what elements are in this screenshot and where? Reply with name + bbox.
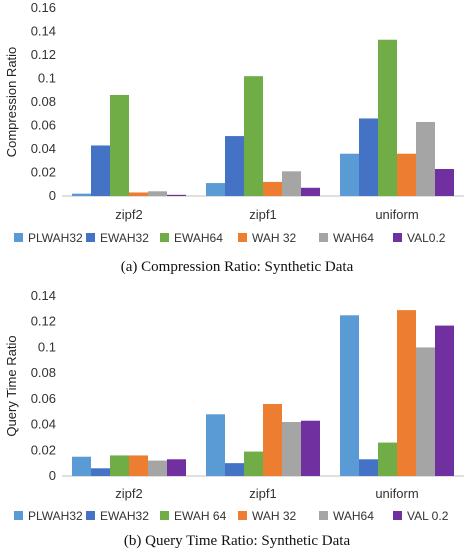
y-tick-label: 0.08 — [31, 94, 56, 109]
y-tick-label: 0.1 — [38, 339, 56, 354]
legend-label: PLWAH32 — [28, 231, 83, 245]
legend-swatch — [238, 511, 247, 520]
legend-swatch — [393, 511, 402, 520]
y-tick-label: 0.14 — [31, 24, 56, 39]
legend-swatch — [86, 511, 95, 520]
x-category-label: uniform — [375, 486, 418, 501]
y-tick-label: 0.08 — [31, 365, 56, 380]
y-axis-title: Query Time Ratio — [4, 335, 19, 436]
y-tick-label: 0 — [49, 188, 56, 203]
bar — [91, 468, 110, 476]
x-category-label: zipf1 — [249, 207, 276, 222]
bar — [301, 187, 320, 196]
bar — [72, 456, 91, 476]
bar — [378, 442, 397, 476]
bar — [282, 422, 301, 476]
chart-caption: (b) Query Time Ratio: Synthetic Data — [124, 533, 351, 549]
chart-caption: (a) Compression Ratio: Synthetic Data — [121, 259, 354, 275]
bar — [301, 420, 320, 476]
bar — [91, 145, 110, 196]
y-tick-label: 0.12 — [31, 314, 56, 329]
y-axis-title: Compression Ratio — [4, 47, 19, 158]
x-category-label: uniform — [375, 207, 418, 222]
legend-swatch — [14, 233, 23, 242]
legend-label: WAH 32 — [252, 509, 297, 523]
chart-b: 0 0.02 0.04 0.06 0.08 0.1 0.12 0.14 Query Time R… — [4, 288, 464, 549]
y-tick-label: 0.1 — [38, 71, 56, 86]
legend-label: PLWAH32 — [28, 509, 83, 523]
bar — [72, 193, 91, 196]
bar — [416, 347, 435, 476]
bar — [148, 191, 167, 196]
legend-label: VAL 0.2 — [407, 509, 449, 523]
y-tick-label: 0.02 — [31, 442, 56, 457]
y-tick-label: 0.04 — [31, 141, 56, 156]
y-tick-label: 0.16 — [31, 0, 56, 15]
legend-swatch — [14, 511, 23, 520]
y-tick-label: 0.06 — [31, 118, 56, 133]
bar — [263, 404, 282, 476]
legend-swatch — [238, 233, 247, 242]
x-category-label: zipf2 — [115, 486, 142, 501]
y-tick-label: 0.12 — [31, 47, 56, 62]
bar — [225, 136, 244, 196]
bar — [397, 310, 416, 476]
legend-swatch — [393, 233, 402, 242]
x-category-label: zipf1 — [249, 486, 276, 501]
bar — [244, 76, 263, 196]
bar — [110, 455, 129, 476]
y-tick-label: 0.14 — [31, 288, 56, 303]
bar — [225, 463, 244, 476]
bar — [340, 315, 359, 476]
legend-swatch — [160, 233, 169, 242]
legend-label: WAH64 — [333, 509, 374, 523]
legend-swatch — [160, 511, 169, 520]
bar — [435, 168, 454, 196]
bar — [244, 451, 263, 476]
bar — [110, 94, 129, 196]
bar — [359, 459, 378, 476]
y-tick-label: 0.06 — [31, 391, 56, 406]
bar — [167, 459, 186, 476]
legend-label: VAL0.2 — [407, 231, 446, 245]
bar — [416, 121, 435, 196]
bar — [206, 183, 225, 196]
bar — [435, 325, 454, 476]
legend-label: WAH 32 — [252, 231, 297, 245]
bar — [129, 192, 148, 196]
bar — [340, 153, 359, 196]
bar — [129, 455, 148, 476]
legend-swatch — [86, 233, 95, 242]
bar — [148, 460, 167, 476]
legend-label: WAH64 — [333, 231, 374, 245]
bar — [359, 118, 378, 196]
bar — [397, 153, 416, 196]
chart-a: 0 0.02 0.04 0.06 0.08 0.1 0.12 0.14 0.16 Compress… — [4, 0, 464, 275]
y-tick-label: 0 — [49, 468, 56, 483]
legend-label: EWAH32 — [100, 509, 149, 523]
x-category-label: zipf2 — [115, 207, 142, 222]
legend-label: EWAH64 — [174, 231, 223, 245]
bar — [263, 181, 282, 196]
bar — [167, 194, 186, 196]
y-tick-label: 0.04 — [31, 417, 56, 432]
y-tick-label: 0.02 — [31, 165, 56, 180]
legend-label: EWAH 64 — [174, 509, 227, 523]
legend-label: EWAH32 — [100, 231, 149, 245]
legend-swatch — [319, 233, 328, 242]
bar — [282, 171, 301, 196]
bar — [206, 414, 225, 476]
bar — [378, 39, 397, 196]
legend-swatch — [319, 511, 328, 520]
